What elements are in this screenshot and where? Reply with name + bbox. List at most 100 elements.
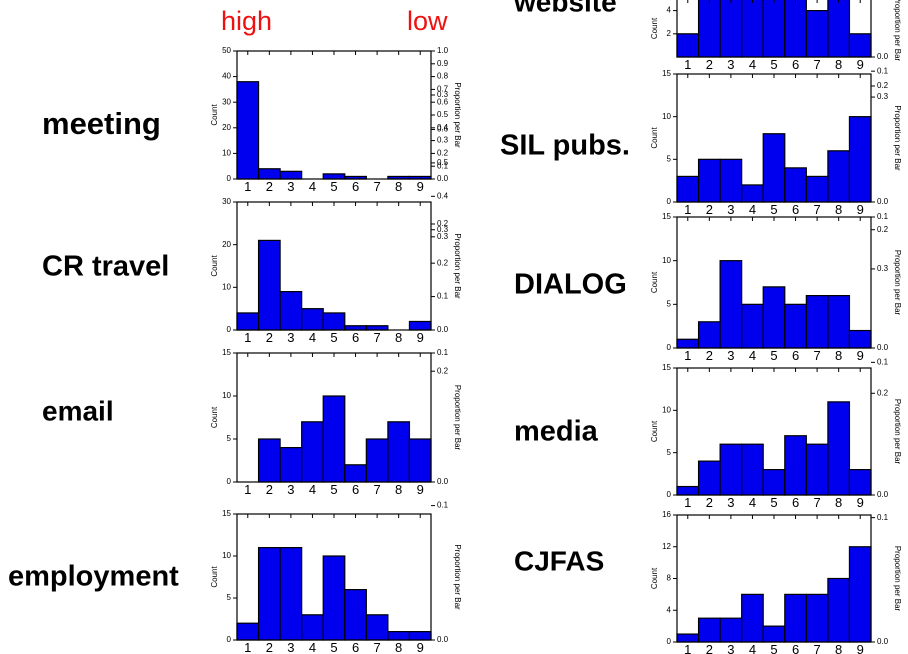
bar	[322, 555, 346, 641]
panel-title: email	[42, 395, 114, 426]
y-tick-label: 8	[667, 574, 672, 583]
bar	[257, 546, 281, 641]
bar	[805, 9, 829, 58]
x-tick-label: 6	[792, 202, 799, 217]
y2-axis-title: Proportion per Bar	[893, 546, 902, 612]
x-tick-label: 2	[706, 57, 713, 72]
x-tick-label: 6	[792, 57, 799, 72]
x-tick-label: 7	[373, 640, 380, 654]
y-tick-label: 10	[222, 149, 231, 158]
x-tick-label: 3	[727, 348, 734, 363]
y-tick-label: 10	[222, 282, 231, 291]
y2-axis-title: Proportion per Bar	[893, 399, 902, 465]
x-tick-label: 5	[330, 482, 337, 497]
x-tick-label: 1	[244, 330, 251, 345]
x-tick-label: 7	[813, 202, 820, 217]
y-tick-label: 20	[222, 123, 231, 132]
y-tick-label: 0	[667, 197, 672, 206]
x-tick-label: 6	[352, 482, 359, 497]
bar	[848, 116, 872, 203]
x-tick-label: 1	[684, 348, 691, 363]
x-tick-label: 5	[330, 179, 337, 194]
y-tick-label: 50	[222, 46, 231, 55]
y2-axis-title: Proportion per Bar	[893, 0, 902, 62]
x-tick-label: 1	[244, 640, 251, 654]
x-tick-label: 9	[857, 202, 864, 217]
x-tick-label: 8	[835, 202, 842, 217]
bar	[279, 291, 303, 331]
y2-tick-label: 0.2	[877, 225, 889, 234]
bar	[676, 33, 700, 58]
x-tick-label: 8	[395, 330, 402, 345]
y2-tick-label: 0.4	[437, 191, 449, 200]
y-tick-label: 15	[662, 69, 671, 78]
bar	[784, 167, 807, 203]
x-tick-label: 8	[395, 482, 402, 497]
y-tick-label: 5	[667, 154, 672, 163]
bar	[676, 338, 700, 349]
bar	[344, 464, 367, 483]
bar	[322, 312, 346, 331]
bar	[697, 158, 721, 203]
bar	[697, 617, 721, 643]
bar	[697, 460, 721, 496]
bar	[762, 469, 786, 496]
y2-axis-title: Proportion per Bar	[893, 250, 902, 316]
plot-frame	[676, 0, 872, 58]
bar	[741, 443, 764, 496]
y2-tick-label: 0.0	[437, 635, 449, 644]
x-tick-label: 7	[813, 57, 820, 72]
bar	[387, 630, 411, 641]
y-tick-label: 15	[222, 348, 231, 357]
y-axis-title: Count	[650, 127, 659, 149]
y2-tick-label: 0.0	[877, 343, 889, 352]
y2-tick-label: 0.5	[437, 158, 449, 167]
y2-tick-label: 0.3	[437, 90, 449, 99]
y-axis-title: Count	[210, 255, 219, 277]
y-axis-title: Count	[210, 104, 219, 126]
x-tick-label: 9	[857, 495, 864, 510]
x-tick-label: 1	[684, 57, 691, 72]
x-tick-label: 3	[287, 330, 294, 345]
x-tick-label: 9	[417, 179, 424, 194]
x-tick-label: 9	[417, 330, 424, 345]
y2-tick-label: 0.1	[877, 212, 889, 221]
bar	[805, 295, 829, 349]
x-tick-label: 8	[835, 495, 842, 510]
bar	[697, 0, 721, 58]
bar	[719, 158, 743, 203]
x-tick-label: 7	[813, 495, 820, 510]
bar	[741, 593, 764, 643]
y2-tick-label: 0.9	[437, 59, 449, 68]
bar	[344, 588, 367, 641]
x-tick-label: 7	[373, 330, 380, 345]
panel-title: meeting	[42, 106, 161, 141]
x-tick-label: 4	[749, 348, 756, 363]
y-axis-title: Count	[650, 567, 659, 589]
bar	[301, 308, 324, 331]
y2-tick-label: 0.0	[877, 52, 889, 61]
y2-tick-label: 0.2	[437, 149, 449, 158]
x-tick-label: 2	[266, 179, 273, 194]
x-tick-label: 6	[792, 642, 799, 654]
bar	[827, 295, 851, 349]
bar	[827, 150, 851, 203]
bar	[301, 421, 324, 483]
x-tick-label: 2	[706, 348, 713, 363]
x-tick-label: 9	[857, 348, 864, 363]
x-tick-label: 6	[352, 640, 359, 654]
x-tick-label: 5	[770, 495, 777, 510]
x-tick-label: 1	[684, 642, 691, 654]
x-tick-label: 2	[706, 202, 713, 217]
y2-tick-label: 0.2	[877, 388, 889, 397]
y-tick-label: 30	[222, 197, 231, 206]
y-tick-label: 10	[662, 405, 671, 414]
chart-panel-7: DIALOG1234567890510150.00.10.20.3CountPr…	[514, 81, 902, 363]
y-tick-label: 5	[227, 434, 232, 443]
y-tick-label: 10	[662, 256, 671, 265]
y2-tick-label: 0.1	[877, 66, 889, 75]
y-tick-label: 4	[667, 6, 672, 15]
